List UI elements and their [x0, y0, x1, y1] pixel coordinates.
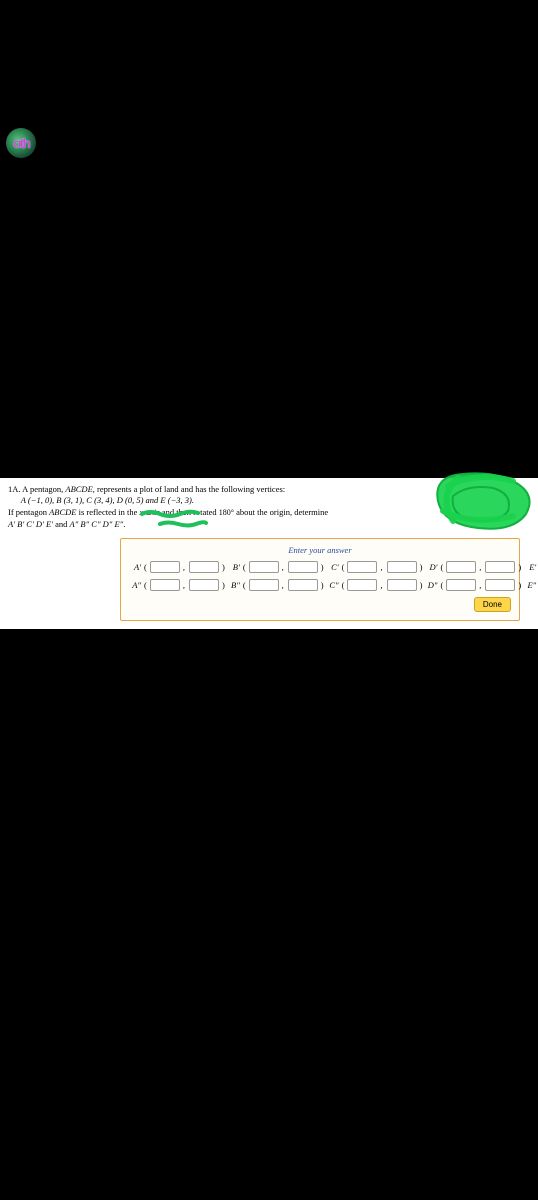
- label-C-prime: C': [327, 562, 339, 572]
- problem-number: 1A.: [8, 484, 21, 494]
- paren-open: (: [342, 580, 345, 590]
- input-C-prime-x[interactable]: [347, 561, 377, 573]
- input-A-prime-x[interactable]: [150, 561, 180, 573]
- input-A-dprime-x[interactable]: [150, 579, 180, 591]
- xaxis-text: x-axis: [139, 507, 159, 517]
- rotation-angle: 180°: [219, 508, 234, 517]
- comma: ,: [282, 562, 284, 572]
- input-C-dprime-x[interactable]: [347, 579, 377, 591]
- text-fragment: , represents a plot of land and has the …: [93, 484, 285, 494]
- input-D-prime-y[interactable]: [485, 561, 515, 573]
- vertices-list: A (−1, 0), B (3, 1), C (3, 4), D (0, 5) …: [21, 495, 194, 505]
- pentagon-name-2: ABCDE: [49, 507, 76, 517]
- text-fragment: and then rotated: [160, 507, 219, 517]
- answer-row-double-prime: A" ( , ) B" ( , ) C" ( , ) D" (: [129, 579, 511, 591]
- worksheet-panel: 1A. A pentagon, ABCDE, represents a plot…: [0, 478, 538, 629]
- answer-header: Enter your answer: [129, 545, 511, 555]
- answer-panel: Enter your answer A' ( , ) B' ( , ) C' (…: [120, 538, 520, 621]
- paren-close: ): [518, 562, 521, 572]
- paren-open: (: [144, 580, 147, 590]
- paren-close: ): [420, 562, 423, 572]
- paren-close: ): [518, 580, 521, 590]
- comma: ,: [282, 580, 284, 590]
- label-E-prime: E': [524, 562, 536, 572]
- paren-open: (: [144, 562, 147, 572]
- text-fragment: A pentagon,: [22, 484, 65, 494]
- paren-close: ): [420, 580, 423, 590]
- comma: ,: [479, 580, 481, 590]
- text-fragment: .: [123, 519, 125, 529]
- input-A-prime-y[interactable]: [189, 561, 219, 573]
- paren-close: ): [321, 580, 324, 590]
- paren-open: (: [440, 562, 443, 572]
- paren-open: (: [342, 562, 345, 572]
- comma: ,: [479, 562, 481, 572]
- prime-set: A' B' C' D' E': [8, 519, 53, 529]
- label-D-prime: D': [425, 562, 437, 572]
- label-E-dprime: E": [524, 580, 536, 590]
- paren-close: ): [321, 562, 324, 572]
- input-D-dprime-y[interactable]: [485, 579, 515, 591]
- input-A-dprime-y[interactable]: [189, 579, 219, 591]
- paren-close: ): [222, 580, 225, 590]
- input-C-prime-y[interactable]: [387, 561, 417, 573]
- label-C-dprime: C": [327, 580, 339, 590]
- comma: ,: [380, 580, 382, 590]
- paren-open: (: [243, 562, 246, 572]
- comma: ,: [380, 562, 382, 572]
- input-D-dprime-x[interactable]: [446, 579, 476, 591]
- answer-row-prime: A' ( , ) B' ( , ) C' ( , ) D' (: [129, 561, 511, 573]
- app-logo: oth: [6, 128, 36, 158]
- text-fragment: and: [53, 519, 70, 529]
- done-row: Done: [129, 597, 511, 612]
- label-B-dprime: B": [228, 580, 240, 590]
- paren-close: ): [222, 562, 225, 572]
- text-fragment: is reflected in the: [76, 507, 139, 517]
- paren-open: (: [440, 580, 443, 590]
- paren-open: (: [243, 580, 246, 590]
- label-D-dprime: D": [425, 580, 437, 590]
- problem-statement: 1A. A pentagon, ABCDE, represents a plot…: [0, 478, 538, 534]
- input-B-dprime-x[interactable]: [249, 579, 279, 591]
- input-D-prime-x[interactable]: [446, 561, 476, 573]
- input-B-prime-y[interactable]: [288, 561, 318, 573]
- done-button[interactable]: Done: [474, 597, 511, 612]
- comma: ,: [183, 562, 185, 572]
- label-A-prime: A': [129, 562, 141, 572]
- input-B-prime-x[interactable]: [249, 561, 279, 573]
- text-fragment: about the origin, determine: [234, 507, 328, 517]
- input-C-dprime-y[interactable]: [387, 579, 417, 591]
- pentagon-name: ABCDE: [65, 484, 92, 494]
- double-prime-set: A" B" C" D" E": [70, 519, 124, 529]
- highlight-scribble-end: [158, 518, 208, 530]
- input-B-dprime-y[interactable]: [288, 579, 318, 591]
- logo-text: oth: [13, 135, 29, 151]
- label-A-dprime: A": [129, 580, 141, 590]
- text-fragment: If pentagon: [8, 507, 49, 517]
- label-B-prime: B': [228, 562, 240, 572]
- comma: ,: [183, 580, 185, 590]
